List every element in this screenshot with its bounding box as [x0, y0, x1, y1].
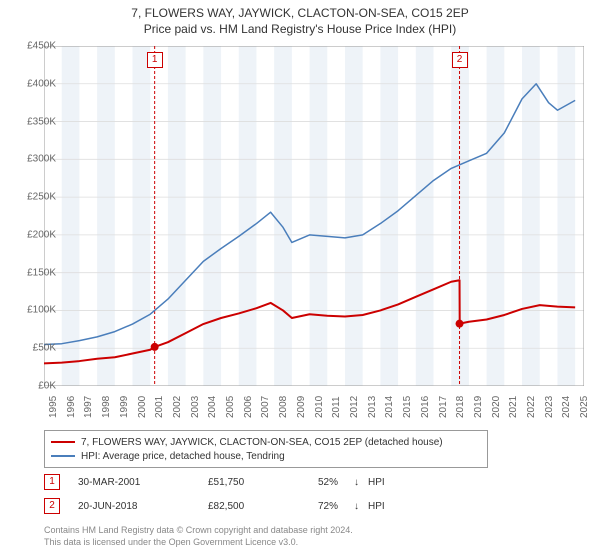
x-tick-label: 2019 — [473, 396, 484, 418]
annotation-date-1: 30-MAR-2001 — [78, 477, 208, 488]
x-tick-label: 2007 — [260, 396, 271, 418]
x-tick-label: 2004 — [207, 396, 218, 418]
x-tick-label: 2008 — [278, 396, 289, 418]
y-tick-label: £400K — [27, 78, 56, 89]
y-tick-label: £250K — [27, 192, 56, 203]
annotation-row-2: 2 20-JUN-2018 £82,500 72% ↓ HPI — [44, 498, 385, 514]
x-tick-label: 2000 — [137, 396, 148, 418]
x-tick-label: 2002 — [172, 396, 183, 418]
chart-container: 7, FLOWERS WAY, JAYWICK, CLACTON-ON-SEA,… — [0, 0, 600, 560]
legend-swatch-2 — [51, 455, 75, 457]
x-tick-label: 2005 — [225, 396, 236, 418]
annotation-pct-2: 72% — [318, 501, 354, 512]
annotation-row-1: 1 30-MAR-2001 £51,750 52% ↓ HPI — [44, 474, 385, 490]
x-tick-label: 2021 — [508, 396, 519, 418]
x-tick-label: 2003 — [190, 396, 201, 418]
annotation-badge-2: 2 — [44, 498, 60, 514]
y-tick-label: £450K — [27, 41, 56, 52]
title-line-1: 7, FLOWERS WAY, JAYWICK, CLACTON-ON-SEA,… — [0, 6, 600, 20]
x-tick-label: 2010 — [314, 396, 325, 418]
x-tick-label: 2024 — [561, 396, 572, 418]
annotation-price-2: £82,500 — [208, 501, 318, 512]
x-tick-label: 2017 — [438, 396, 449, 418]
y-tick-label: £150K — [27, 267, 56, 278]
legend: 7, FLOWERS WAY, JAYWICK, CLACTON-ON-SEA,… — [44, 430, 488, 468]
annotation-suffix-2: HPI — [368, 501, 385, 512]
y-tick-label: £300K — [27, 154, 56, 165]
down-arrow-icon: ↓ — [354, 477, 368, 488]
annotation-suffix-1: HPI — [368, 477, 385, 488]
x-tick-label: 2016 — [420, 396, 431, 418]
legend-label-2: HPI: Average price, detached house, Tend… — [81, 451, 285, 462]
annotation-price-1: £51,750 — [208, 477, 318, 488]
footer: Contains HM Land Registry data © Crown c… — [44, 524, 353, 548]
x-tick-label: 2015 — [402, 396, 413, 418]
annotation-date-2: 20-JUN-2018 — [78, 501, 208, 512]
x-tick-label: 1997 — [83, 396, 94, 418]
x-tick-label: 2023 — [544, 396, 555, 418]
legend-item-2: HPI: Average price, detached house, Tend… — [51, 449, 481, 463]
y-tick-label: £200K — [27, 229, 56, 240]
title-line-2: Price paid vs. HM Land Registry's House … — [0, 22, 600, 36]
x-tick-label: 2018 — [455, 396, 466, 418]
x-tick-label: 2022 — [526, 396, 537, 418]
annotation-badge-1: 1 — [44, 474, 60, 490]
footer-line-2: This data is licensed under the Open Gov… — [44, 536, 353, 548]
chart-svg — [44, 46, 584, 386]
x-tick-label: 2020 — [491, 396, 502, 418]
x-tick-label: 1999 — [119, 396, 130, 418]
y-tick-label: £50K — [33, 343, 56, 354]
title-block: 7, FLOWERS WAY, JAYWICK, CLACTON-ON-SEA,… — [0, 0, 600, 36]
legend-label-1: 7, FLOWERS WAY, JAYWICK, CLACTON-ON-SEA,… — [81, 437, 443, 448]
x-tick-label: 2001 — [154, 396, 165, 418]
y-tick-label: £100K — [27, 305, 56, 316]
annotation-pct-1: 52% — [318, 477, 354, 488]
footer-line-1: Contains HM Land Registry data © Crown c… — [44, 524, 353, 536]
x-tick-label: 1996 — [66, 396, 77, 418]
transaction-marker-1: 1 — [147, 52, 163, 68]
chart-area — [44, 46, 584, 386]
legend-swatch-1 — [51, 441, 75, 443]
x-tick-label: 2006 — [243, 396, 254, 418]
x-tick-label: 2013 — [367, 396, 378, 418]
x-tick-label: 2009 — [296, 396, 307, 418]
x-tick-label: 2011 — [331, 396, 342, 418]
x-tick-label: 1995 — [48, 396, 59, 418]
x-tick-label: 2014 — [384, 396, 395, 418]
x-tick-label: 2012 — [349, 396, 360, 418]
x-tick-label: 2025 — [579, 396, 590, 418]
transaction-marker-2: 2 — [452, 52, 468, 68]
down-arrow-icon: ↓ — [354, 501, 368, 512]
y-tick-label: £350K — [27, 116, 56, 127]
y-tick-label: £0K — [38, 381, 56, 392]
legend-item-1: 7, FLOWERS WAY, JAYWICK, CLACTON-ON-SEA,… — [51, 435, 481, 449]
x-tick-label: 1998 — [101, 396, 112, 418]
